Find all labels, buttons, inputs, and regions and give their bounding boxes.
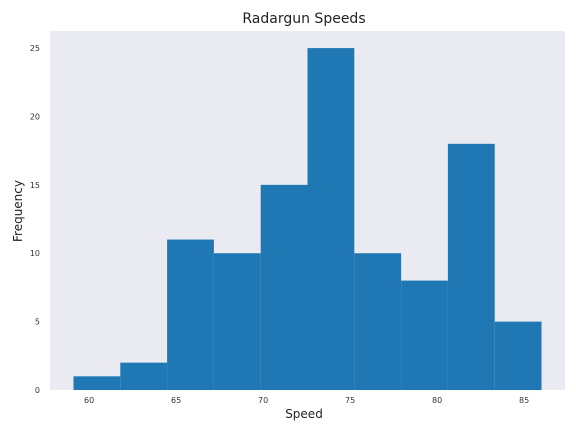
histogram-bar bbox=[120, 362, 168, 390]
x-tick-label: 80 bbox=[432, 396, 442, 405]
x-axis-label: Speed bbox=[285, 407, 323, 421]
x-tick-label: 60 bbox=[84, 396, 94, 405]
bars-group bbox=[73, 48, 542, 390]
x-tick-label: 70 bbox=[258, 396, 268, 405]
y-tick-label: 5 bbox=[35, 318, 40, 327]
x-tick-label: 85 bbox=[519, 396, 529, 405]
y-tick-label: 20 bbox=[30, 112, 40, 121]
histogram-bar bbox=[401, 280, 448, 390]
y-tick-label: 25 bbox=[30, 44, 40, 53]
y-tick-label: 15 bbox=[30, 181, 40, 190]
x-tick-labels: 60 65 70 75 80 85 bbox=[84, 396, 529, 405]
histogram-bar bbox=[494, 321, 542, 390]
histogram-bar bbox=[447, 143, 495, 390]
histogram-bar bbox=[167, 239, 214, 390]
y-tick-label: 0 bbox=[35, 386, 40, 395]
histogram-bar bbox=[213, 253, 261, 390]
y-tick-label: 10 bbox=[30, 249, 40, 258]
y-axis-label: Frequency bbox=[11, 180, 25, 242]
histogram-bar bbox=[260, 184, 308, 390]
histogram-bar bbox=[354, 253, 402, 390]
x-tick-label: 65 bbox=[171, 396, 181, 405]
x-tick-label: 75 bbox=[345, 396, 355, 405]
chart-title: Radargun Speeds bbox=[242, 11, 365, 27]
y-tick-labels: 0 5 10 15 20 25 bbox=[30, 44, 40, 395]
histogram-bar bbox=[73, 376, 121, 390]
histogram-bar bbox=[307, 48, 355, 390]
